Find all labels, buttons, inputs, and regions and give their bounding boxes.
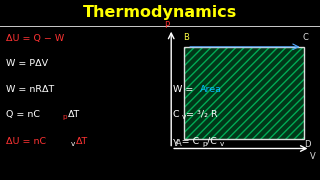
- Text: v: v: [182, 114, 186, 120]
- Text: B: B: [183, 33, 188, 42]
- Text: D: D: [304, 140, 310, 149]
- Text: v: v: [220, 141, 224, 147]
- Text: A: A: [176, 140, 182, 148]
- Text: = ³/₂ R: = ³/₂ R: [186, 110, 218, 119]
- Text: V: V: [310, 152, 316, 161]
- Text: P: P: [164, 21, 170, 30]
- Text: γ = C: γ = C: [173, 137, 199, 146]
- Text: C: C: [173, 110, 180, 119]
- Text: ΔT: ΔT: [76, 137, 88, 146]
- Text: ΔU = nC: ΔU = nC: [6, 137, 46, 146]
- Text: W =: W =: [173, 85, 196, 94]
- Text: W = nRΔT: W = nRΔT: [6, 85, 55, 94]
- Bar: [184, 47, 304, 139]
- Text: /C: /C: [207, 137, 217, 146]
- Text: Area: Area: [200, 85, 222, 94]
- Text: C: C: [302, 33, 308, 42]
- Text: W = PΔV: W = PΔV: [6, 59, 49, 68]
- Text: Q = nC: Q = nC: [6, 110, 40, 119]
- Text: p: p: [63, 114, 67, 120]
- Text: v: v: [71, 141, 75, 147]
- Text: p: p: [202, 141, 207, 147]
- Text: ΔU = Q − W: ΔU = Q − W: [6, 34, 65, 43]
- Text: Thermodynamics: Thermodynamics: [83, 5, 237, 20]
- Bar: [184, 47, 304, 139]
- Text: ΔT: ΔT: [68, 110, 80, 119]
